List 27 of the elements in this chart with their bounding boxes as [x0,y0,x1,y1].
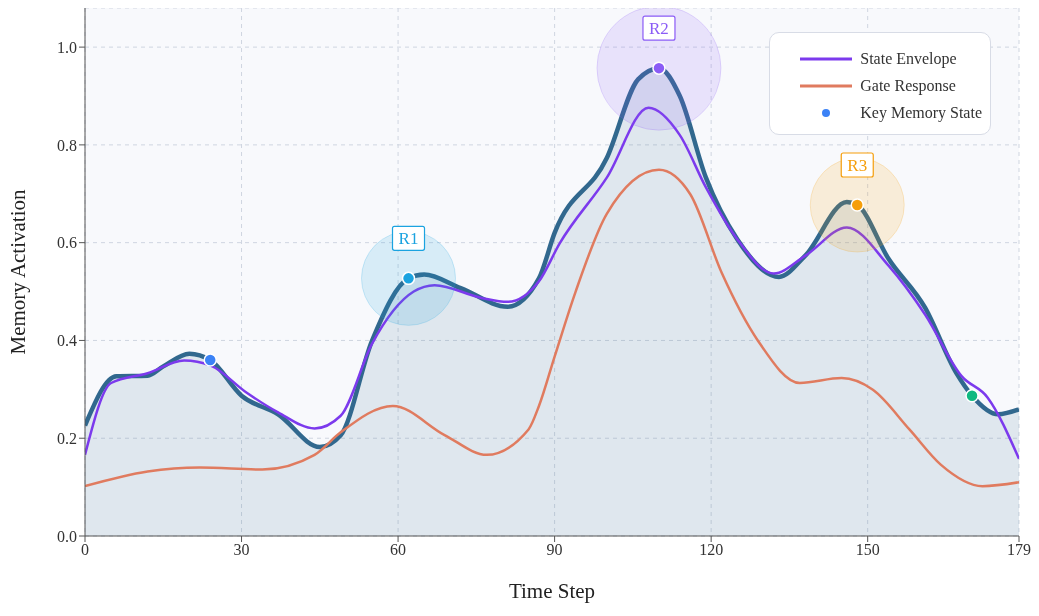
y-tick-label: 0.6 [57,234,77,252]
point [401,271,416,286]
annotation: R2 [649,19,669,39]
x-axis-title: Time Step [508,579,596,603]
y-tick-label: 1.0 [57,38,77,56]
point [203,353,217,367]
point [965,388,979,403]
legend-label: State Envelope [860,49,957,68]
x-tick-label: 0 [81,541,89,559]
x-tick-label: 60 [390,541,407,559]
x-tick-label: 120 [699,541,724,559]
annotation: R1 [398,229,419,249]
annotation: R3 [847,156,868,176]
y-tick-label: 0.4 [57,332,77,350]
x-tick-label: 150 [855,541,880,559]
point [850,198,864,212]
point [652,61,666,75]
y-tick-label: 0.8 [57,136,77,154]
line-series [85,106,1019,461]
y-tick-label: 0.2 [57,429,77,447]
x-tick-label: 179 [1007,541,1031,559]
x-tick-label: 90 [546,541,563,559]
y-axis-title: Memory Activation [6,188,31,355]
x-tick-label: 30 [233,541,250,559]
legend-label: Gate Response [860,76,956,95]
legend-label: Key Memory State [860,103,982,122]
y-tick-label: 0.0 [57,527,77,545]
